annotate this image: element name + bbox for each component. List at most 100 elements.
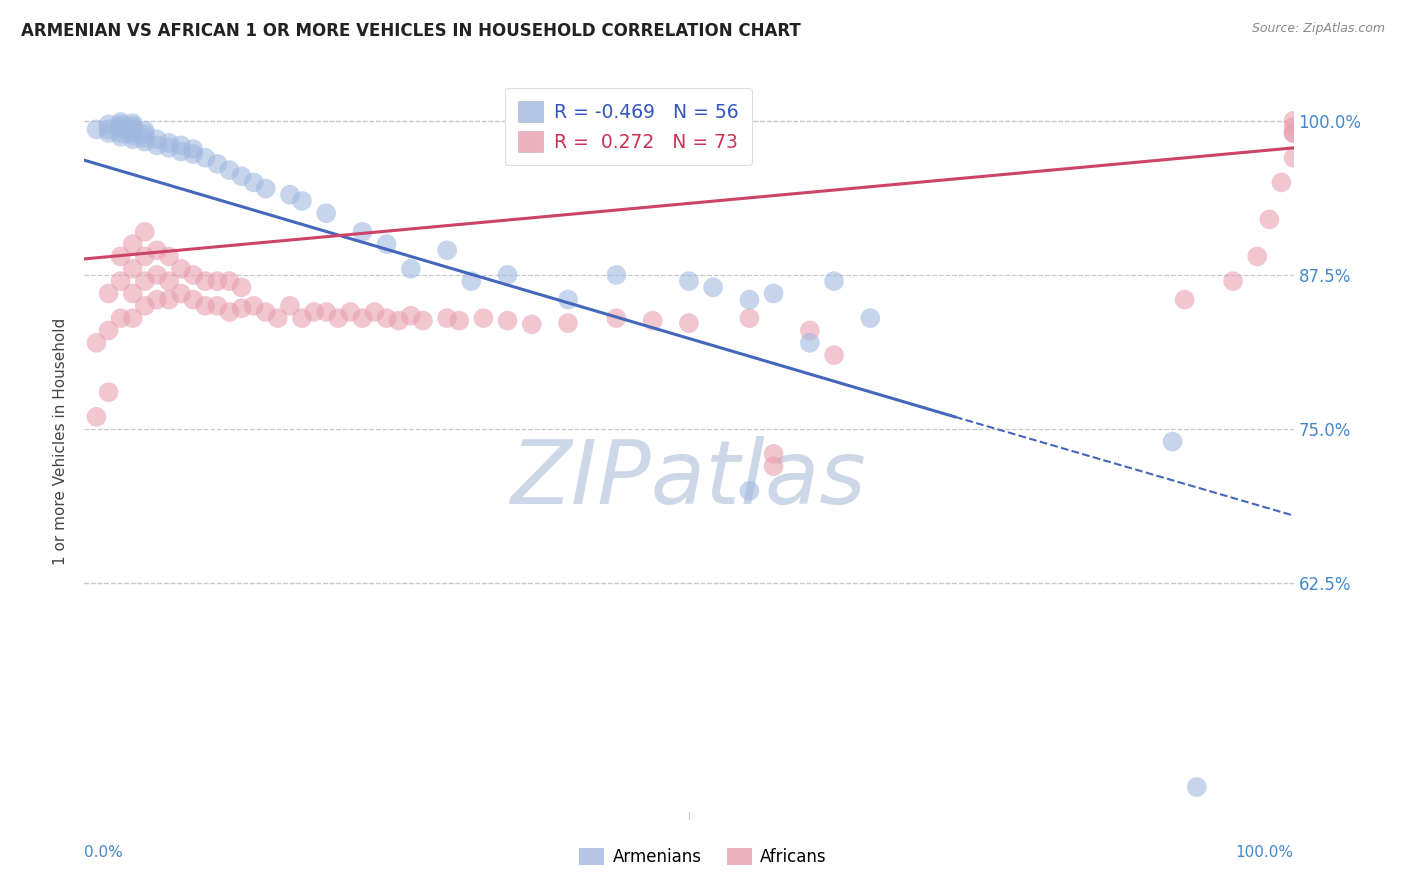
- Point: [291, 311, 314, 326]
- Point: [1282, 120, 1305, 134]
- Point: [194, 151, 217, 165]
- Point: [496, 313, 519, 327]
- Point: [315, 206, 337, 220]
- Point: [218, 274, 240, 288]
- Point: [110, 129, 132, 144]
- Point: [97, 126, 120, 140]
- Point: [363, 305, 385, 319]
- Point: [242, 299, 264, 313]
- Point: [194, 299, 217, 313]
- Text: ZIPatlas: ZIPatlas: [512, 435, 866, 522]
- Point: [157, 136, 180, 150]
- Point: [738, 311, 761, 326]
- Point: [121, 121, 143, 136]
- Point: [86, 335, 108, 350]
- Point: [702, 280, 724, 294]
- Point: [121, 261, 143, 276]
- Point: [121, 126, 143, 140]
- Point: [157, 293, 180, 307]
- Point: [181, 142, 204, 156]
- Point: [157, 250, 180, 264]
- Point: [97, 324, 120, 338]
- Point: [678, 316, 700, 330]
- Point: [218, 163, 240, 178]
- Point: [121, 132, 143, 146]
- Point: [97, 385, 120, 400]
- Point: [267, 311, 290, 326]
- Point: [121, 286, 143, 301]
- Point: [1161, 434, 1184, 449]
- Point: [170, 261, 193, 276]
- Point: [605, 311, 627, 326]
- Point: [315, 305, 337, 319]
- Point: [496, 268, 519, 282]
- Point: [399, 261, 422, 276]
- Point: [170, 138, 193, 153]
- Point: [799, 324, 821, 338]
- Point: [291, 194, 314, 208]
- Point: [134, 250, 156, 264]
- Point: [859, 311, 882, 326]
- Point: [207, 299, 229, 313]
- Point: [352, 225, 374, 239]
- Point: [134, 274, 156, 288]
- Point: [110, 311, 132, 326]
- Point: [110, 122, 132, 136]
- Point: [97, 117, 120, 131]
- Point: [110, 274, 132, 288]
- Point: [134, 225, 156, 239]
- Point: [170, 145, 193, 159]
- Point: [194, 274, 217, 288]
- Point: [557, 316, 579, 330]
- Point: [146, 244, 169, 258]
- Point: [86, 409, 108, 424]
- Point: [449, 313, 471, 327]
- Point: [110, 250, 132, 264]
- Point: [134, 299, 156, 313]
- Point: [375, 311, 398, 326]
- Point: [460, 274, 482, 288]
- Point: [157, 141, 180, 155]
- Point: [134, 123, 156, 137]
- Point: [181, 293, 204, 307]
- Point: [231, 301, 253, 316]
- Point: [146, 138, 169, 153]
- Point: [1282, 113, 1305, 128]
- Point: [121, 123, 143, 137]
- Point: [146, 268, 169, 282]
- Point: [1174, 293, 1197, 307]
- Point: [1185, 780, 1208, 794]
- Point: [738, 293, 761, 307]
- Point: [1270, 176, 1292, 190]
- Point: [399, 309, 422, 323]
- Text: 0.0%: 0.0%: [84, 845, 124, 860]
- Legend: Armenians, Africans: Armenians, Africans: [572, 841, 834, 873]
- Point: [436, 244, 458, 258]
- Point: [641, 313, 664, 327]
- Text: ARMENIAN VS AFRICAN 1 OR MORE VEHICLES IN HOUSEHOLD CORRELATION CHART: ARMENIAN VS AFRICAN 1 OR MORE VEHICLES I…: [21, 22, 801, 40]
- Point: [231, 280, 253, 294]
- Point: [520, 318, 543, 332]
- Point: [134, 135, 156, 149]
- Point: [762, 286, 785, 301]
- Point: [121, 237, 143, 252]
- Point: [110, 115, 132, 129]
- Point: [110, 117, 132, 131]
- Point: [678, 274, 700, 288]
- Point: [1282, 151, 1305, 165]
- Point: [207, 274, 229, 288]
- Point: [97, 122, 120, 136]
- Point: [231, 169, 253, 184]
- Point: [121, 116, 143, 130]
- Point: [738, 483, 761, 498]
- Point: [110, 120, 132, 134]
- Point: [254, 305, 277, 319]
- Point: [762, 459, 785, 474]
- Point: [278, 299, 301, 313]
- Point: [146, 132, 169, 146]
- Point: [97, 286, 120, 301]
- Point: [472, 311, 495, 326]
- Point: [339, 305, 361, 319]
- Point: [436, 311, 458, 326]
- Point: [352, 311, 374, 326]
